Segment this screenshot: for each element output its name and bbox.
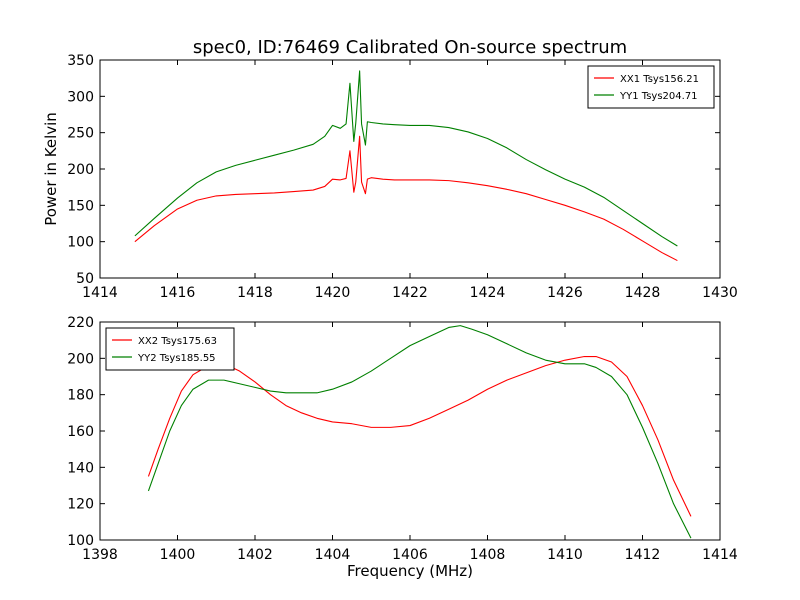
bottom-legend-label-1: XX2 Tsys175.63 <box>138 336 217 347</box>
top-x-tick-label: 1422 <box>392 285 428 301</box>
bottom-x-tick-label: 1400 <box>160 547 196 563</box>
top-x-tick-label: 1426 <box>547 285 583 301</box>
top-legend-label-2: YY1 Tsys204.71 <box>619 91 698 102</box>
bottom-x-tick-label: 1398 <box>82 547 118 563</box>
bottom-y-tick-label: 220 <box>67 315 94 331</box>
top-x-tick-label: 1418 <box>237 285 273 301</box>
top-y-tick-label: 250 <box>67 126 94 142</box>
bottom-y-tick-label: 160 <box>67 424 94 440</box>
top-legend: XX1 Tsys156.21 YY1 Tsys204.71 <box>587 65 715 109</box>
top-series-line-2 <box>134 70 678 247</box>
bottom-x-tick-label: 1414 <box>702 547 738 563</box>
bottom-spectrum-chart: Frequency (MHz) 1398 1400 1402 1404 1406 1408… <box>67 315 738 580</box>
top-y-tick-label: 100 <box>67 235 94 251</box>
top-x-tick-label: 1414 <box>82 285 118 301</box>
bottom-series-line-2 <box>147 325 692 539</box>
top-y-tick-label: 150 <box>67 198 94 214</box>
bottom-x-tick-label: 1410 <box>547 547 583 563</box>
top-spectrum-chart: Power in Kelvin 1414 1416 1418 1420 1422 1424… <box>42 53 738 301</box>
top-chart-ylabel: Power in Kelvin <box>42 112 60 226</box>
bottom-y-tick-label: 200 <box>67 351 94 367</box>
top-x-tick-label: 1416 <box>160 285 196 301</box>
top-y-tick-label: 50 <box>76 271 94 287</box>
top-y-tick-label: 300 <box>67 89 94 105</box>
bottom-x-tick-label: 1412 <box>625 547 661 563</box>
bottom-legend-label-2: YY2 Tsys185.55 <box>137 353 216 364</box>
top-series-line-1 <box>134 135 678 262</box>
top-y-tick-label: 200 <box>67 162 94 178</box>
top-x-tick-label: 1430 <box>702 285 738 301</box>
bottom-x-tick-label: 1406 <box>392 547 428 563</box>
figure-title: spec0, ID:76469 Calibrated On-source spe… <box>193 37 627 58</box>
top-y-tick-label: 350 <box>67 53 94 69</box>
bottom-y-tick-label: 140 <box>67 460 94 476</box>
bottom-legend: XX2 Tsys175.63 YY2 Tsys185.55 <box>105 327 235 371</box>
bottom-x-tick-label: 1402 <box>237 547 273 563</box>
bottom-y-tick-label: 180 <box>67 388 94 404</box>
bottom-x-tick-label: 1408 <box>470 547 506 563</box>
bottom-y-tick-label: 100 <box>67 533 94 549</box>
bottom-y-tick-label: 120 <box>67 497 94 513</box>
top-x-tick-label: 1420 <box>315 285 351 301</box>
top-x-tick-label: 1424 <box>470 285 506 301</box>
bottom-legend-box <box>105 327 235 371</box>
top-x-tick-label: 1428 <box>625 285 661 301</box>
top-legend-label-1: XX1 Tsys156.21 <box>620 74 699 85</box>
top-legend-box <box>587 65 715 109</box>
bottom-chart-xlabel: Frequency (MHz) <box>347 562 473 580</box>
bottom-x-tick-label: 1404 <box>315 547 351 563</box>
